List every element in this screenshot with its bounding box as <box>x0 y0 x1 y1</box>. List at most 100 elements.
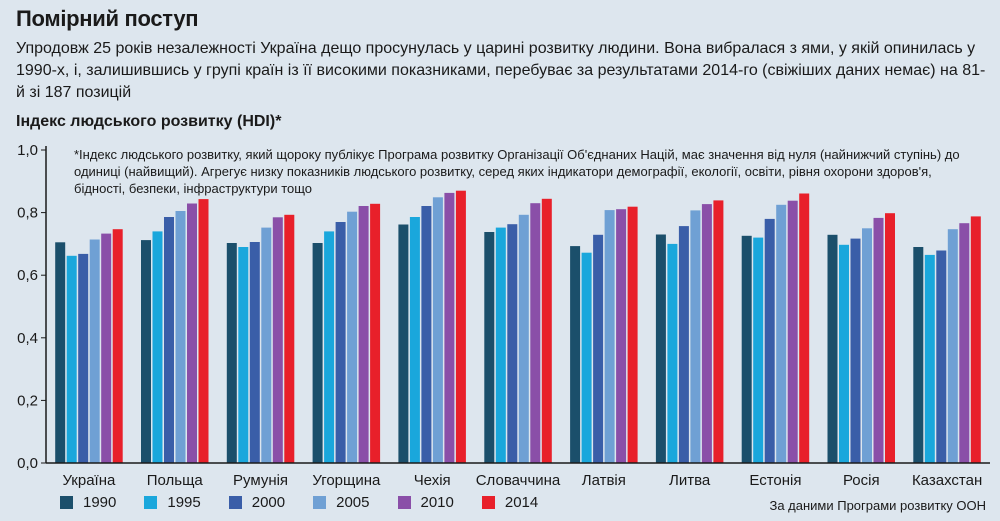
legend-item-1990: 1990 <box>60 494 116 511</box>
legend-swatch <box>313 496 327 509</box>
bar-1990 <box>55 242 66 463</box>
page-subtitle: Упродовж 25 років незалежності Україна д… <box>16 40 986 101</box>
legend-label: 2005 <box>336 494 370 511</box>
legend-swatch <box>60 496 73 509</box>
bar-1995 <box>238 247 249 463</box>
bar-2000 <box>936 250 947 463</box>
bar-2010 <box>358 206 369 463</box>
y-tick-label: 1,0 <box>17 142 38 159</box>
bar-1990 <box>827 234 838 463</box>
bar-2014 <box>541 198 552 464</box>
bar-2005 <box>175 211 186 463</box>
bar-2010 <box>873 217 884 463</box>
category-label: Росія <box>843 472 880 489</box>
legend-label: 1990 <box>83 494 117 511</box>
bar-2014 <box>284 214 295 463</box>
bar-2000 <box>850 238 861 463</box>
bar-2005 <box>347 211 358 463</box>
bar-2014 <box>198 199 209 463</box>
legend-label: 1995 <box>167 494 201 511</box>
legend-item-2014: 2014 <box>481 494 538 511</box>
chart-footnote: *Індекс людського розвитку, який щороку … <box>74 147 960 196</box>
bar-2005 <box>89 239 100 463</box>
bar-2000 <box>249 242 260 463</box>
bar-2000 <box>335 222 346 463</box>
legend-swatch <box>228 496 242 509</box>
bar-2010 <box>187 203 197 463</box>
bar-1990 <box>655 234 666 463</box>
bar-1990 <box>741 235 752 463</box>
bar-2014 <box>455 190 466 463</box>
bar-1995 <box>839 244 849 463</box>
legend-swatch <box>144 496 158 509</box>
category-label: Казахстан <box>912 472 982 489</box>
bar-2000 <box>164 217 174 463</box>
legend-item-2000: 2000 <box>228 494 286 511</box>
legend-item-2010: 2010 <box>397 494 454 511</box>
bar-1995 <box>924 254 935 463</box>
bar-1990 <box>312 243 323 463</box>
legend-label: 2000 <box>251 494 286 511</box>
bar-1995 <box>667 243 678 463</box>
category-label: Угорщина <box>312 472 381 489</box>
y-tick-label: 0,0 <box>17 455 38 472</box>
bar-2005 <box>604 210 615 463</box>
bar-1995 <box>495 227 506 463</box>
bar-2014 <box>627 206 638 463</box>
bar-1990 <box>484 232 495 463</box>
bar-2014 <box>799 193 810 463</box>
category-label: Румунія <box>233 472 288 489</box>
bar-1990 <box>570 246 581 463</box>
legend-label: 2010 <box>420 494 454 511</box>
bar-2005 <box>690 210 701 463</box>
bar-2010 <box>530 203 541 463</box>
legend-swatch <box>481 496 495 509</box>
bar-2010 <box>959 223 970 463</box>
bar-2005 <box>862 228 872 464</box>
category-label: Україна <box>62 472 116 489</box>
bar-2010 <box>101 233 112 463</box>
y-tick-label: 0,6 <box>17 267 38 284</box>
bar-1995 <box>324 231 335 463</box>
bar-1995 <box>66 255 77 463</box>
category-label: Чехія <box>414 472 451 489</box>
bar-2014 <box>370 203 381 464</box>
bar-2014 <box>112 229 123 463</box>
y-tick-label: 0,8 <box>17 205 38 222</box>
y-tick-label: 0,4 <box>17 330 38 347</box>
bar-2014 <box>885 213 895 463</box>
bar-2010 <box>787 200 798 463</box>
bar-1995 <box>581 252 592 463</box>
bar-2005 <box>432 197 443 464</box>
bar-2000 <box>507 224 518 463</box>
legend-swatch <box>397 496 411 509</box>
category-label: Польща <box>147 472 204 489</box>
legend-item-2005: 2005 <box>313 494 370 511</box>
bar-2005 <box>776 204 787 464</box>
bar-1990 <box>141 240 151 463</box>
page-title: Помірний поступ <box>16 6 199 31</box>
bar-1990 <box>226 243 237 463</box>
bar-1995 <box>753 237 764 463</box>
bar-2010 <box>701 204 712 463</box>
bar-1990 <box>398 224 409 463</box>
bar-1995 <box>152 231 163 463</box>
bar-2014 <box>713 200 724 463</box>
bar-2005 <box>947 229 958 463</box>
bar-1990 <box>913 247 924 463</box>
bar-1995 <box>409 217 420 463</box>
legend-item-1995: 1995 <box>144 494 201 511</box>
bar-2005 <box>261 227 272 463</box>
chart-legend: 1990 1995 2000 2005 2010 2014 <box>60 494 566 511</box>
bar-2010 <box>616 209 627 463</box>
category-label: Литва <box>669 472 711 489</box>
y-tick-label: 0,2 <box>17 392 38 409</box>
bar-2000 <box>593 234 604 463</box>
chart-heading: Індекс людського розвитку (HDI)* <box>16 113 282 130</box>
bar-2000 <box>678 226 689 463</box>
category-label: Естонія <box>749 472 801 489</box>
category-label: Латвія <box>582 472 626 489</box>
bar-2000 <box>421 206 432 463</box>
bar-2014 <box>970 216 981 463</box>
